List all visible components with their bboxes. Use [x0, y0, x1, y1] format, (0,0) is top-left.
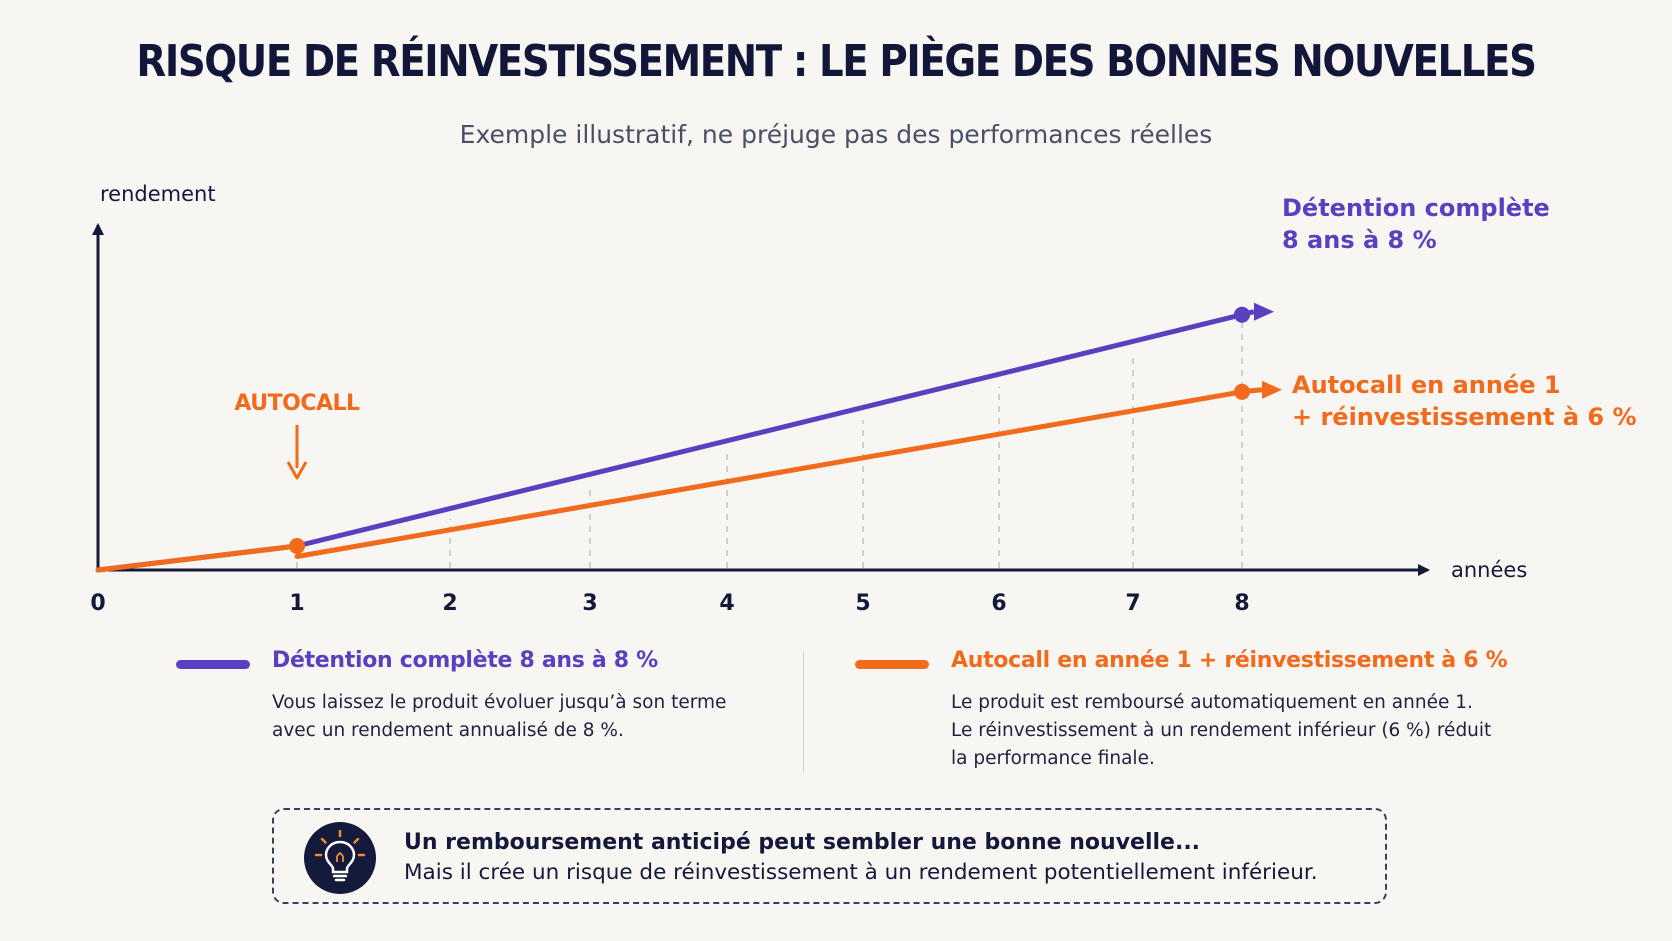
x-tick-label: 7 — [1125, 591, 1140, 616]
series-arrowhead-full-hold — [1254, 302, 1274, 321]
tip-headline: Un remboursement anticipé peut sembler u… — [404, 830, 1201, 855]
x-axis-label: années — [1451, 558, 1527, 582]
series-endpoint-full-hold — [1234, 306, 1250, 323]
series-line-autocall-1 — [294, 389, 1245, 559]
series-end-label-full-hold: 8 ans à 8 % — [1282, 226, 1437, 254]
x-tick-label: 0 — [90, 591, 105, 616]
autocall-point — [289, 538, 305, 554]
x-tick-label: 1 — [289, 591, 304, 616]
tip-box: Un remboursement anticipé peut sembler u… — [272, 808, 1387, 904]
series-end-label-full-hold: Détention complète — [1282, 194, 1550, 222]
lightbulb-icon — [304, 822, 376, 894]
legend-title-autocall: Autocall en année 1 + réinvestissement à… — [951, 648, 1508, 673]
x-tick-label: 5 — [855, 591, 870, 616]
autocall-annotation-label: AUTOCALL — [234, 391, 360, 416]
legend-desc-full-hold: Vous laissez le produit évoluer jusqu’à … — [272, 692, 727, 741]
series-end-label-autocall: Autocall en année 1 — [1292, 371, 1561, 399]
legend-swatch-autocall — [855, 660, 929, 669]
series-line-full-hold — [95, 312, 1245, 573]
series-line-autocall-0 — [95, 543, 300, 573]
x-tick-label: 6 — [991, 591, 1006, 616]
x-tick-label: 3 — [582, 591, 597, 616]
series-end-label-autocall: + réinvestissement à 6 % — [1292, 403, 1637, 431]
legend-divider — [803, 652, 804, 772]
tip-text: Mais il crée un risque de réinvestisseme… — [404, 860, 1318, 885]
y-axis-label: rendement — [100, 182, 216, 206]
series-endpoint-autocall — [1234, 383, 1250, 400]
legend-desc-autocall: Le produit est remboursé automatiquement… — [951, 692, 1492, 769]
page-subtitle: Exemple illustratif, ne préjuge pas des … — [459, 120, 1213, 149]
x-tick-label: 8 — [1234, 591, 1249, 616]
x-tick-label: 4 — [719, 591, 734, 616]
page-title: RISQUE DE RÉINVESTISSEMENT : LE PIÈGE DE… — [136, 36, 1537, 87]
legend-title-full-hold: Détention complète 8 ans à 8 % — [272, 648, 658, 673]
autocall-annotation-arrowhead — [286, 461, 308, 480]
chart: rendement années 0 1 2 3 4 5 6 7 8 Détention com… — [90, 182, 1637, 616]
legend-swatch-full-hold — [176, 660, 250, 669]
x-tick-label: 2 — [442, 591, 457, 616]
series-arrowhead-autocall — [1262, 380, 1282, 399]
